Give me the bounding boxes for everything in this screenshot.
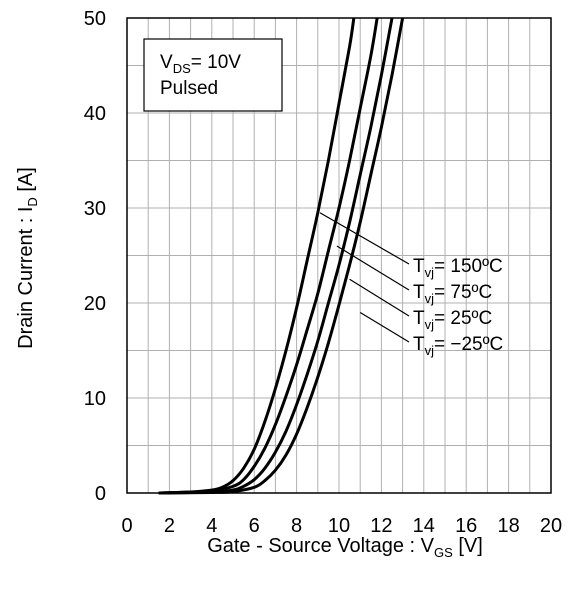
- x-tick-label: 20: [540, 515, 562, 537]
- x-tick-label: 2: [164, 515, 175, 537]
- x-axis-label: Gate - Source Voltage : VGS [V]: [207, 535, 483, 560]
- x-tick-label: 4: [206, 515, 217, 537]
- y-tick-label: 40: [84, 103, 106, 125]
- legend-leader-line: [360, 313, 409, 343]
- y-tick-label: 10: [84, 388, 106, 410]
- legend-label-1: Tvj= 75ºC: [413, 282, 492, 306]
- x-tick-label: 0: [121, 515, 132, 537]
- y-tick-label: 50: [84, 8, 106, 30]
- x-tick-label: 12: [370, 515, 392, 537]
- annotation-line2: Pulsed: [160, 78, 218, 99]
- legend-leader-line: [320, 213, 409, 264]
- x-tick-label: 16: [455, 515, 477, 537]
- annotation-line1: VDS= 10V: [160, 52, 241, 76]
- x-tick-label: 6: [249, 515, 260, 537]
- y-tick-label: 20: [84, 293, 106, 315]
- x-tick-labels: 0 2 4 6 8 10 12 14 16 18 20: [121, 515, 562, 537]
- legend-label-2: Tvj= 25ºC: [413, 308, 492, 332]
- x-tick-label: 18: [497, 515, 519, 537]
- annotation-box: [144, 39, 282, 111]
- y-tick-label: 30: [84, 198, 106, 220]
- y-axis-label: Drain Current : ID [A]: [15, 167, 40, 349]
- legend-label-3: Tvj= −25ºC: [413, 334, 503, 358]
- y-tick-label: 0: [95, 483, 106, 505]
- x-tick-label: 14: [413, 515, 435, 537]
- x-tick-label: 10: [328, 515, 350, 537]
- x-tick-label: 8: [291, 515, 302, 537]
- y-tick-labels: 0 10 20 30 40 50: [84, 8, 106, 505]
- legend-label-0: Tvj= 150ºC: [413, 256, 503, 280]
